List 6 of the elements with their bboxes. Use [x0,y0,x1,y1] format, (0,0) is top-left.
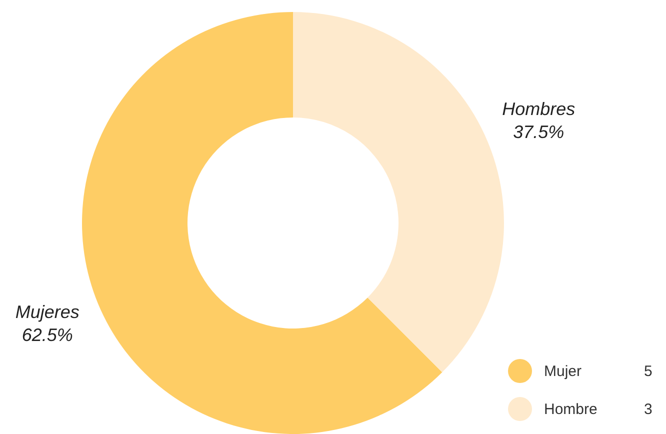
text: Hombres 37.5% [502,98,576,142]
data-label: 3 [644,400,654,418]
data-label: 5 [644,362,654,380]
legend-label: Hombre [544,400,598,418]
legend-label: Mujer [544,362,583,380]
text: Mujeres 62.5% [15,302,80,346]
